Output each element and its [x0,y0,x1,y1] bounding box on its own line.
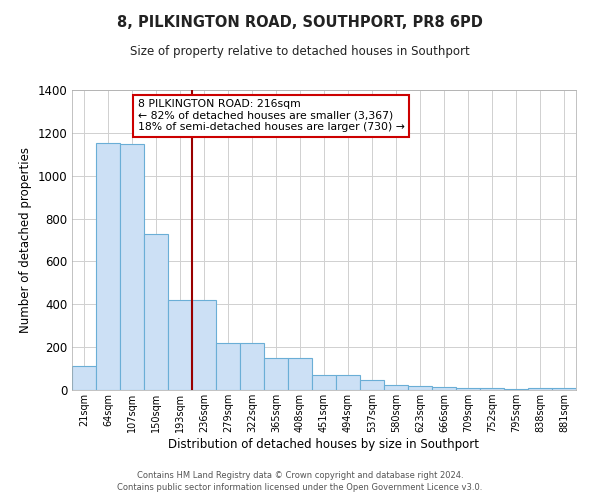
Text: Size of property relative to detached houses in Southport: Size of property relative to detached ho… [130,45,470,58]
Text: 8, PILKINGTON ROAD, SOUTHPORT, PR8 6PD: 8, PILKINGTON ROAD, SOUTHPORT, PR8 6PD [117,15,483,30]
Text: Contains public sector information licensed under the Open Government Licence v3: Contains public sector information licen… [118,483,482,492]
Bar [504,389,528,390]
Bar [240,343,264,390]
Bar [408,386,432,390]
Bar [384,384,408,390]
Bar [456,388,480,390]
Bar [120,144,144,390]
X-axis label: Distribution of detached houses by size in Southport: Distribution of detached houses by size … [169,438,479,451]
Y-axis label: Number of detached properties: Number of detached properties [19,147,32,333]
Bar [168,300,192,390]
Bar [360,380,384,390]
Bar [336,375,360,390]
Bar [144,234,168,390]
Bar [288,358,312,390]
Bar [96,142,120,390]
Bar [216,343,240,390]
Bar [192,300,216,390]
Text: Contains HM Land Registry data © Crown copyright and database right 2024.: Contains HM Land Registry data © Crown c… [137,470,463,480]
Bar [312,375,336,390]
Text: 8 PILKINGTON ROAD: 216sqm
← 82% of detached houses are smaller (3,367)
18% of se: 8 PILKINGTON ROAD: 216sqm ← 82% of detac… [137,99,404,132]
Bar [480,388,504,390]
Bar [264,358,288,390]
Bar [528,388,552,390]
Bar [552,388,576,390]
Bar [72,366,96,390]
Bar [432,387,456,390]
